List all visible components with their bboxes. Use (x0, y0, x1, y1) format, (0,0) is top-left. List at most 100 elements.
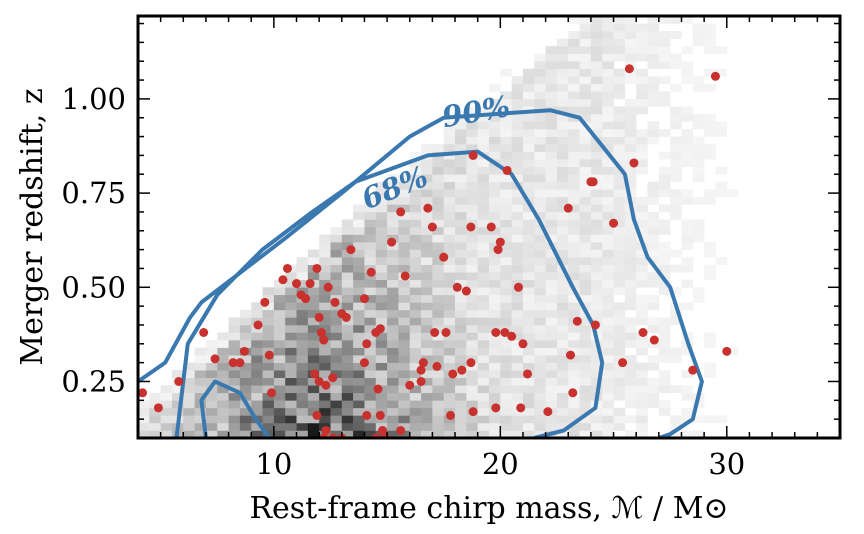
histogram-bin (160, 400, 173, 409)
histogram-bin (409, 309, 422, 318)
histogram-bin (534, 181, 546, 190)
histogram-bin (387, 370, 399, 379)
histogram-bin (545, 362, 558, 371)
histogram-bin (341, 219, 354, 228)
histogram-bin (387, 324, 399, 333)
histogram-bin (636, 279, 648, 288)
histogram-bin (205, 347, 218, 356)
histogram-bin (658, 242, 671, 250)
histogram-bin (251, 362, 263, 371)
histogram-bin (273, 370, 286, 379)
histogram-bin (443, 234, 456, 243)
histogram-bin (613, 324, 626, 333)
histogram-bin (579, 324, 592, 333)
histogram-bin (307, 294, 320, 303)
histogram-bin (466, 264, 478, 273)
histogram-bin (330, 264, 343, 273)
histogram-bin (205, 340, 218, 348)
histogram-bin (398, 196, 411, 205)
histogram-bin (477, 234, 490, 243)
histogram-bin (432, 422, 445, 431)
histogram-bin (398, 324, 411, 333)
histogram-bin (647, 317, 660, 326)
histogram-bin (409, 211, 422, 220)
histogram-bin (421, 430, 433, 438)
histogram-bin (205, 392, 218, 401)
histogram-bin (183, 400, 195, 409)
histogram-bin (239, 422, 252, 431)
histogram-bin (568, 264, 580, 273)
histogram-bin (273, 430, 286, 438)
histogram-bin (319, 309, 331, 318)
histogram-bin (670, 211, 682, 220)
histogram-bin (522, 400, 535, 409)
histogram-bin (556, 302, 569, 311)
histogram-bin (624, 317, 637, 326)
histogram-bin (138, 422, 150, 431)
histogram-bin (545, 422, 558, 431)
event-point (629, 158, 639, 168)
histogram-bin (489, 196, 501, 205)
histogram-bin (149, 400, 161, 409)
histogram-bin (477, 249, 490, 258)
histogram-bin (421, 166, 433, 175)
histogram-bin (647, 392, 660, 401)
event-point (346, 245, 356, 255)
histogram-bin (455, 385, 467, 394)
histogram-bin (545, 181, 558, 190)
histogram-bin (489, 227, 501, 235)
histogram-bin (726, 189, 739, 198)
histogram-bin (319, 264, 331, 273)
histogram-bin (432, 279, 445, 288)
event-point (301, 294, 311, 304)
histogram-bin (545, 83, 558, 92)
histogram-bin (556, 53, 569, 62)
histogram-bin (296, 264, 309, 273)
histogram-bin (658, 332, 671, 341)
histogram-bin (500, 159, 512, 168)
histogram-bin (556, 249, 569, 258)
histogram-bin (273, 340, 286, 348)
histogram-bin (624, 211, 637, 220)
event-point (439, 252, 449, 262)
histogram-bin (466, 422, 478, 431)
histogram-bin (636, 31, 648, 39)
histogram-bin (556, 83, 569, 92)
histogram-bin (443, 174, 456, 183)
histogram-bin (307, 317, 320, 326)
histogram-bin (285, 309, 297, 318)
histogram-bin (613, 23, 626, 32)
histogram-bin (296, 272, 309, 281)
histogram-bin (647, 91, 660, 100)
histogram-bin (681, 257, 694, 265)
histogram-bin (239, 362, 252, 371)
histogram-bin (636, 400, 648, 409)
histogram-bin (670, 159, 682, 168)
histogram-bin (364, 294, 377, 303)
histogram-bin (285, 324, 297, 333)
histogram-bin (534, 166, 546, 175)
histogram-bin (489, 287, 501, 296)
histogram-bin (387, 332, 399, 341)
histogram-bin (556, 377, 569, 386)
histogram-bin (285, 287, 297, 296)
event-point (396, 207, 406, 217)
histogram-bin (590, 113, 603, 122)
histogram-bin (534, 264, 546, 273)
histogram-bin (624, 46, 637, 54)
histogram-bin (590, 377, 603, 386)
histogram-bin (296, 377, 309, 386)
histogram-bin (443, 302, 456, 311)
histogram-bin (579, 31, 592, 39)
histogram-bin (375, 204, 388, 213)
tick-labels: 10 20 300.250.500.751.00 (61, 82, 745, 481)
histogram-bin (568, 76, 580, 85)
histogram-bin (613, 211, 626, 220)
histogram-bin (330, 355, 343, 363)
histogram-bin (624, 294, 637, 303)
histogram-bin (636, 91, 648, 100)
histogram-bin (602, 76, 614, 85)
histogram-bin (715, 129, 728, 137)
histogram-bin (624, 302, 637, 311)
histogram-bin (511, 219, 524, 228)
